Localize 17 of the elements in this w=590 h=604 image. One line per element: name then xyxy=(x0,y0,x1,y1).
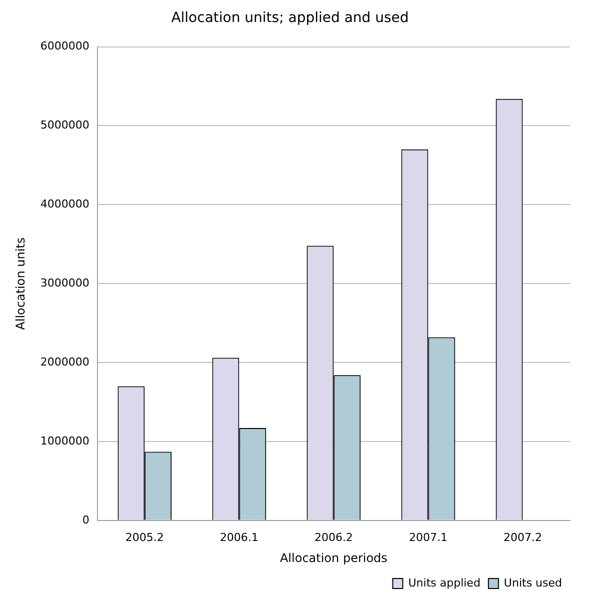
y-tick-label: 6000000 xyxy=(40,40,90,53)
x-tick-label: 2007.2 xyxy=(503,530,542,544)
x-axis-title: Allocation periods xyxy=(280,550,388,565)
chart-title: Allocation units; applied and used xyxy=(171,10,409,26)
x-tick-label: 2007.1 xyxy=(408,530,448,544)
x-tick-label: 2006.1 xyxy=(220,530,258,544)
y-tick-label: 2000000 xyxy=(40,355,90,368)
y-axis-title: Allocation units xyxy=(13,237,28,330)
x-tick-label: 2005.2 xyxy=(125,530,164,544)
x-tick-label: 2006.2 xyxy=(314,530,353,544)
legend-label: Units used xyxy=(504,576,562,590)
y-tick-label: 4000000 xyxy=(40,198,90,211)
y-tick-label: 3000000 xyxy=(40,276,90,290)
y-tick-label: 1000000 xyxy=(40,434,90,448)
legend-label: Units applied xyxy=(408,576,480,590)
y-tick-label: 0 xyxy=(82,513,90,526)
y-tick-label: 5000000 xyxy=(40,118,90,132)
